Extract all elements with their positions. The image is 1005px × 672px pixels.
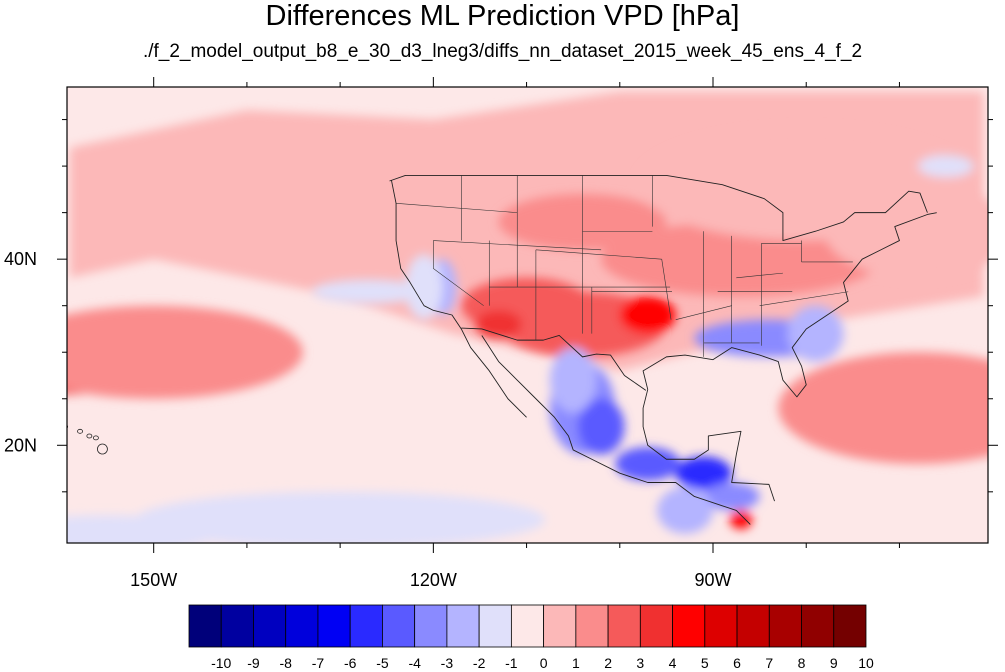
anomaly-region-5 <box>475 310 522 339</box>
colorbar-label: 4 <box>669 655 677 671</box>
colorbar-box-4 <box>317 604 351 648</box>
island-3 <box>92 435 99 441</box>
colorbar-label: 3 <box>636 655 644 671</box>
coastline-4 <box>389 174 928 242</box>
anomaly-region-14 <box>405 254 443 320</box>
coastline-5 <box>461 327 647 391</box>
colorbar-label: 6 <box>733 655 741 671</box>
colorbar-box-13 <box>607 604 641 648</box>
colorbar-box-5 <box>349 604 383 648</box>
anomaly-region-12 <box>729 510 753 530</box>
coastlines <box>67 174 937 525</box>
colorbar-box-16 <box>704 604 738 648</box>
colorbar-box-8 <box>446 604 480 648</box>
map-area <box>67 87 988 543</box>
anomaly-region-24 <box>67 515 219 543</box>
colorbar-label: -3 <box>441 655 454 671</box>
colorbar-box-10 <box>510 604 545 648</box>
y-tick-label: 20N <box>4 435 37 455</box>
colorbar-box-12 <box>575 604 609 648</box>
island-4 <box>97 443 108 455</box>
colorbar-box-9 <box>478 604 512 648</box>
colorbar-box-19 <box>801 604 835 648</box>
colorbar-label: -9 <box>247 655 260 671</box>
state-border-13 <box>433 240 602 251</box>
anomaly-region-20 <box>675 456 732 490</box>
anomaly-region-25 <box>312 279 425 304</box>
colorbar-box-14 <box>639 604 673 648</box>
colorbar-label: -8 <box>279 655 292 671</box>
anomaly-region-23 <box>135 491 546 543</box>
anomaly-region-9 <box>778 352 988 464</box>
colorbar-box-17 <box>736 604 770 648</box>
coastline-0 <box>390 179 527 418</box>
chart-title: Differences ML Prediction VPD [hPa] <box>265 0 740 32</box>
colorbar-label: -5 <box>376 655 389 671</box>
colorbar-box-18 <box>768 604 802 648</box>
colorbar-label: 0 <box>540 655 548 671</box>
anomaly-region-11 <box>824 184 988 278</box>
colorbar-box-0 <box>188 604 222 648</box>
colorbar-box-15 <box>672 604 706 648</box>
anomaly-region-16 <box>787 305 844 362</box>
colorbar-label: -1 <box>505 655 518 671</box>
axes: 150W 120W 90W 20N 40N <box>4 77 998 590</box>
x-tick-label: 90W <box>694 570 731 590</box>
y-tick-label: 40N <box>4 249 37 269</box>
plot-frame <box>66 86 989 544</box>
coastline-2 <box>642 212 937 398</box>
state-border-18 <box>675 305 732 320</box>
colorbar-box-3 <box>285 604 319 648</box>
colorbar-label: -2 <box>473 655 486 671</box>
colorbar-label: 5 <box>701 655 709 671</box>
state-border-7 <box>661 259 672 320</box>
anomaly-region-26 <box>657 487 714 534</box>
anomaly-region-27 <box>918 154 975 178</box>
state-border-15 <box>535 249 662 260</box>
colorbar-box-1 <box>220 604 254 648</box>
colorbar-label: 8 <box>798 655 806 671</box>
colorbar-label: -6 <box>344 655 357 671</box>
x-tick-label: 120W <box>410 570 457 590</box>
state-border-25 <box>433 240 484 306</box>
colorbar: -10 -9 -8 -7 -6 -5 -4 -3 -2 -1 0 1 2 3 4 5 6 7 8 9 10 <box>188 604 874 671</box>
coastline-3 <box>642 389 775 502</box>
colorbar-label: -4 <box>408 655 421 671</box>
colorbar-label: 2 <box>604 655 612 671</box>
colorbar-box-20 <box>833 604 867 648</box>
island-0 <box>67 424 69 429</box>
island-2 <box>86 433 93 439</box>
anomaly-region-1 <box>67 305 303 399</box>
state-border-12 <box>396 203 518 213</box>
anomaly-region-21 <box>703 482 760 511</box>
chart-subtitle: ./f_2_model_output_b8_e_30_d3_lneg3/diff… <box>142 41 863 62</box>
x-tick-label: 150W <box>130 570 177 590</box>
colorbar-label: 7 <box>765 655 773 671</box>
colorbar-label: 10 <box>858 655 874 671</box>
colorbar-label: 1 <box>572 655 580 671</box>
colorbar-box-7 <box>414 604 448 648</box>
colorbar-box-11 <box>543 604 577 648</box>
colorbar-label: -7 <box>312 655 325 671</box>
colorbar-box-6 <box>382 604 416 648</box>
coastline-1 <box>481 335 751 525</box>
state-border-24 <box>736 272 783 279</box>
state-border-20 <box>759 291 849 306</box>
island-1 <box>77 428 83 434</box>
anomaly-region-22 <box>549 347 597 413</box>
anomaly-region-18 <box>577 398 625 455</box>
colorbar-label: 9 <box>830 655 838 671</box>
anomaly-region-19 <box>615 447 681 481</box>
anomaly-region-3 <box>619 296 676 334</box>
colorbar-label: -10 <box>211 655 231 671</box>
colorbar-box-2 <box>253 604 287 648</box>
